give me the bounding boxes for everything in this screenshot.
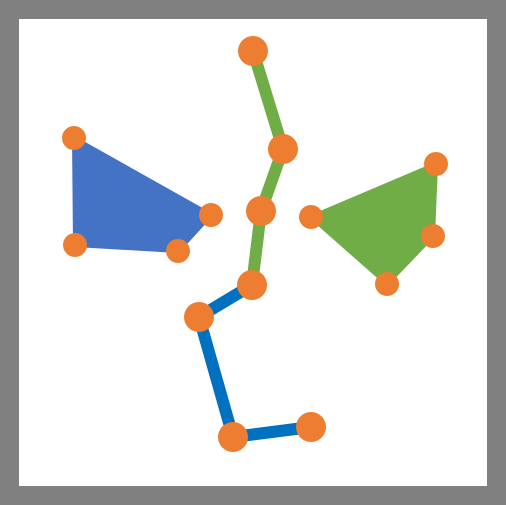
green-polygon <box>309 162 438 286</box>
node <box>237 270 267 300</box>
node <box>246 196 276 226</box>
blue-polygon <box>72 136 213 253</box>
blue-polyline <box>193 279 317 443</box>
node <box>421 224 445 248</box>
node <box>299 205 323 229</box>
node <box>424 152 448 176</box>
nodes <box>62 36 448 452</box>
node <box>238 36 268 66</box>
node <box>268 134 298 164</box>
green-polyline <box>246 45 289 291</box>
node <box>199 203 223 227</box>
node <box>166 239 190 263</box>
node <box>218 422 248 452</box>
node <box>375 272 399 296</box>
node <box>63 233 87 257</box>
node <box>184 302 214 332</box>
node <box>62 126 86 150</box>
node <box>296 412 326 442</box>
